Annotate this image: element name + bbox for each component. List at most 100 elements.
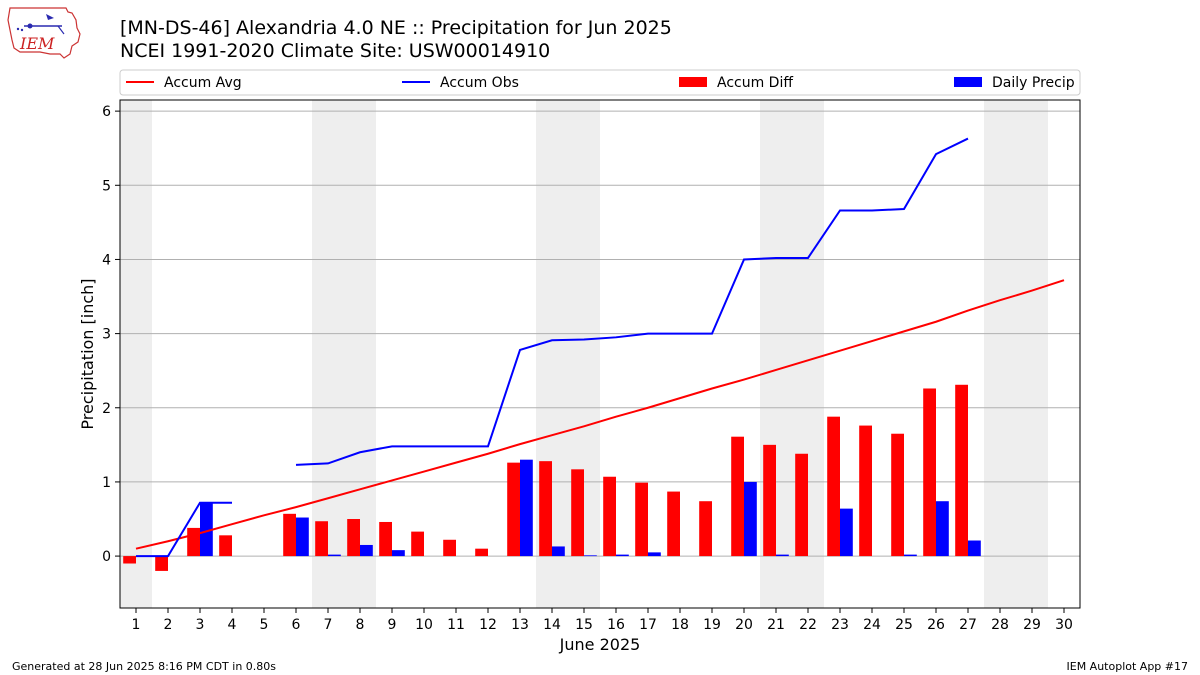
x-tick-label: 23 bbox=[831, 617, 849, 633]
x-tick-label: 6 bbox=[292, 617, 301, 633]
plot-frame bbox=[119, 99, 1081, 609]
legend-label: Daily Precip bbox=[992, 75, 1075, 91]
y-tick-label: 6 bbox=[102, 104, 111, 120]
daily-precip-bar bbox=[968, 540, 981, 557]
accum-diff-bar bbox=[603, 476, 616, 557]
accum-diff-bar bbox=[571, 469, 584, 557]
accum-diff-bar bbox=[827, 416, 840, 557]
accum-diff-bar bbox=[699, 501, 712, 557]
accum-diff-bar bbox=[155, 556, 168, 571]
chart-subtitle: NCEI 1991-2020 Climate Site: USW00014910 bbox=[120, 40, 551, 62]
x-tick-label: 16 bbox=[607, 617, 625, 633]
x-axis-ticks: 1 2 3 4 5 6 7 8 9 10 11 12 13 14 15 16 17 18 19 20 21 22 23 24 2… bbox=[132, 608, 1073, 633]
accum-diff-bar bbox=[635, 482, 648, 557]
accum-diff-bar bbox=[859, 425, 872, 557]
x-tick-label: 1 bbox=[132, 617, 141, 633]
daily-precip-bar bbox=[200, 502, 213, 557]
accum-diff-bar bbox=[219, 535, 232, 557]
weekend-band bbox=[984, 100, 1048, 608]
x-tick-label: 20 bbox=[735, 617, 753, 633]
chart-title: [MN-DS-46] Alexandria 4.0 NE :: Precipit… bbox=[120, 17, 672, 39]
legend-label: Accum Diff bbox=[717, 75, 793, 91]
daily-precip-bar bbox=[552, 546, 565, 557]
accum-diff-bar bbox=[443, 539, 456, 557]
accum-diff-bar bbox=[539, 461, 552, 557]
x-tick-label: 18 bbox=[671, 617, 689, 633]
x-tick-label: 11 bbox=[447, 617, 465, 633]
x-tick-label: 24 bbox=[863, 617, 881, 633]
daily-precip-bar bbox=[392, 550, 405, 557]
x-tick-label: 5 bbox=[260, 617, 269, 633]
x-tick-label: 19 bbox=[703, 617, 721, 633]
x-tick-label: 8 bbox=[356, 617, 365, 633]
x-tick-label: 25 bbox=[895, 617, 913, 633]
x-tick-label: 12 bbox=[479, 617, 497, 633]
line-series bbox=[135, 137, 1065, 558]
y-tick-label: 1 bbox=[102, 475, 111, 491]
x-tick-label: 14 bbox=[543, 617, 561, 633]
gridlines bbox=[120, 110, 1080, 557]
x-tick-label: 10 bbox=[415, 617, 433, 633]
legend-label: Accum Avg bbox=[164, 75, 242, 91]
x-tick-label: 3 bbox=[196, 617, 205, 633]
accum-avg-line bbox=[135, 279, 1065, 550]
x-axis-label: June 2025 bbox=[559, 635, 641, 654]
daily-precip-bar bbox=[744, 481, 757, 557]
accum-diff-bar bbox=[891, 433, 904, 557]
daily-precip-bar bbox=[584, 555, 597, 557]
accum-diff-bar bbox=[315, 521, 328, 557]
x-tick-label: 7 bbox=[324, 617, 333, 633]
accum-diff-bar bbox=[731, 436, 744, 557]
y-tick-label: 0 bbox=[102, 549, 111, 565]
accum-diff-bar bbox=[411, 531, 424, 557]
iem-logo: IEM bbox=[7, 7, 81, 59]
daily-precip-bar bbox=[904, 554, 917, 557]
legend-swatch-daily-precip bbox=[954, 77, 982, 87]
y-tick-label: 3 bbox=[102, 327, 111, 343]
accum-diff-bar bbox=[763, 444, 776, 557]
y-tick-label: 5 bbox=[102, 178, 111, 194]
legend-frame bbox=[119, 69, 1081, 96]
accum-diff-bar bbox=[347, 519, 360, 557]
accum-diff-bar bbox=[187, 527, 200, 557]
legend-label: Accum Obs bbox=[440, 75, 519, 91]
weekend-band bbox=[120, 100, 152, 608]
x-tick-label: 9 bbox=[388, 617, 397, 633]
daily-precip-bar bbox=[648, 552, 661, 557]
daily-precip-bar bbox=[328, 554, 341, 557]
x-tick-label: 15 bbox=[575, 617, 593, 633]
x-tick-label: 21 bbox=[767, 617, 785, 633]
daily-precip-bar bbox=[520, 459, 533, 557]
footer-generated: Generated at 28 Jun 2025 8:16 PM CDT in … bbox=[12, 660, 277, 673]
bar-series bbox=[123, 384, 981, 571]
x-tick-label: 28 bbox=[991, 617, 1009, 633]
x-tick-label: 17 bbox=[639, 617, 657, 633]
accum-diff-bar bbox=[923, 388, 936, 557]
daily-precip-bar bbox=[360, 544, 373, 557]
x-tick-label: 13 bbox=[511, 617, 529, 633]
accum-diff-bar bbox=[507, 462, 520, 557]
accum-obs-line bbox=[295, 137, 969, 466]
footer-app: IEM Autoplot App #17 bbox=[1066, 660, 1189, 673]
x-tick-label: 27 bbox=[959, 617, 977, 633]
x-tick-label: 2 bbox=[164, 617, 173, 633]
legend: Accum Avg Accum Obs Accum Diff Daily Precip bbox=[119, 69, 1081, 96]
y-tick-label: 2 bbox=[102, 401, 111, 417]
accum-diff-bar bbox=[475, 548, 488, 557]
y-tick-label: 4 bbox=[102, 252, 111, 268]
x-tick-label: 22 bbox=[799, 617, 817, 633]
x-tick-label: 30 bbox=[1055, 617, 1073, 633]
x-tick-label: 26 bbox=[927, 617, 945, 633]
accum-obs-line bbox=[136, 501, 232, 558]
daily-precip-bar bbox=[616, 554, 629, 557]
x-tick-label: 4 bbox=[228, 617, 237, 633]
daily-precip-bar bbox=[296, 517, 309, 557]
accum-diff-bar bbox=[123, 556, 136, 564]
legend-swatch-accum-diff bbox=[679, 77, 707, 87]
daily-precip-bar bbox=[776, 554, 789, 557]
accum-diff-bar bbox=[795, 453, 808, 557]
accum-diff-bar bbox=[667, 491, 680, 557]
daily-precip-bar bbox=[840, 508, 853, 557]
daily-precip-bar bbox=[936, 501, 949, 557]
